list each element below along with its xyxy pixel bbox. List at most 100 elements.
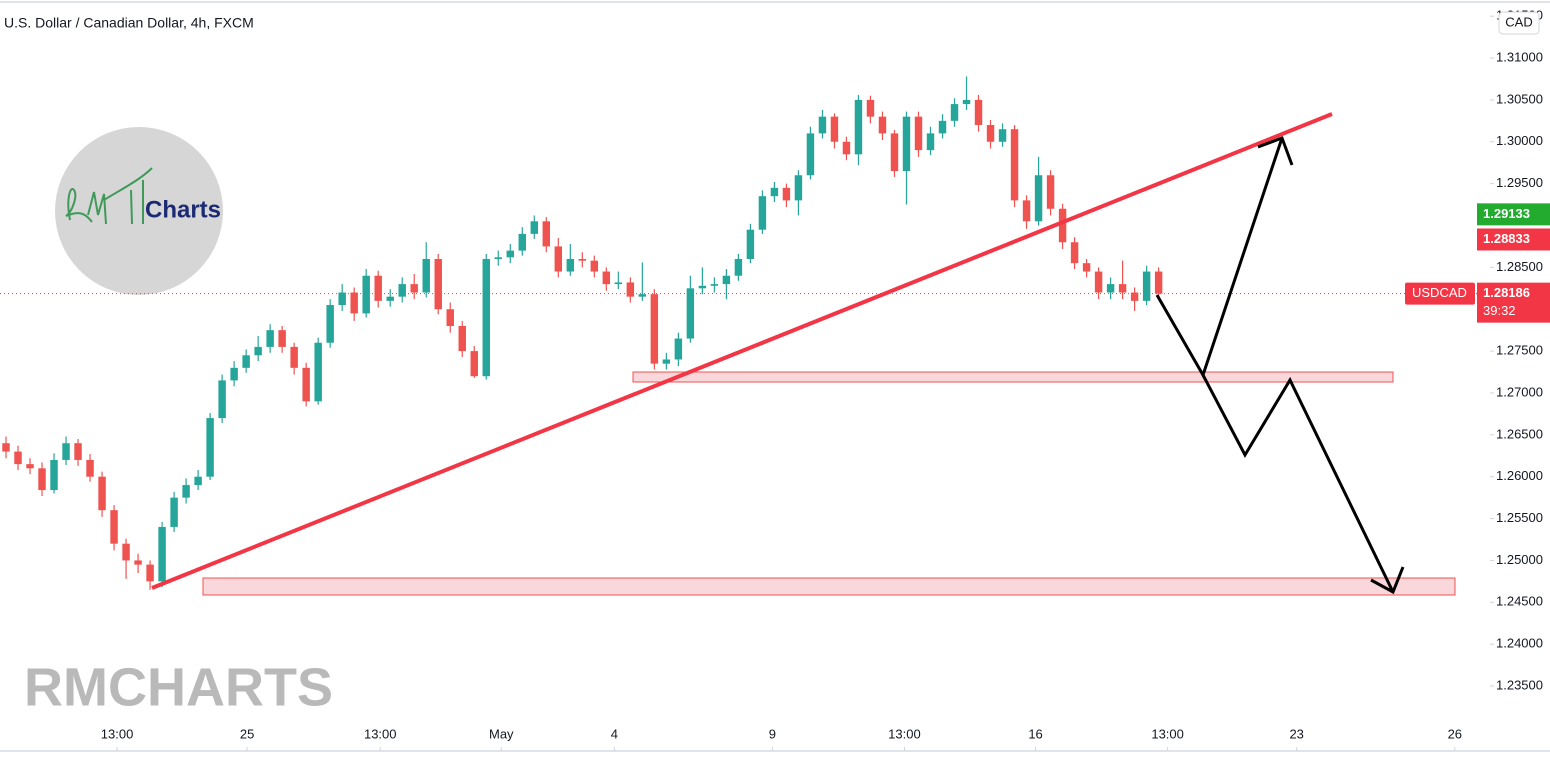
candle-body <box>950 104 959 121</box>
currency-box-bg <box>1498 11 1540 35</box>
x-tick-label: 26 <box>1448 726 1462 741</box>
candle-body <box>566 258 575 272</box>
candle-body <box>122 543 130 561</box>
x-tick-label: 4 <box>611 726 618 741</box>
currency-label: CAD <box>1505 14 1532 29</box>
candle-body <box>770 187 779 197</box>
candle-body <box>266 330 274 347</box>
drawings <box>151 112 1456 596</box>
x-tick-label: 25 <box>240 726 254 741</box>
candle-body <box>1022 200 1031 222</box>
candle-body <box>194 476 202 486</box>
candle-body <box>290 346 298 368</box>
candle-body <box>842 141 851 155</box>
logo-circle <box>55 127 223 295</box>
candle-body <box>134 560 142 565</box>
candle-body <box>1010 129 1019 201</box>
candle-body <box>182 485 190 498</box>
x-tick-label: 13:00 <box>101 726 134 741</box>
currency-box: CAD <box>1498 11 1540 35</box>
candle-body <box>962 99 971 105</box>
candle-body <box>254 346 262 356</box>
candle-body <box>302 367 310 402</box>
y-tick-label: 1.31000 <box>1496 49 1543 64</box>
candle-body <box>590 260 599 272</box>
candle-body <box>1142 271 1151 301</box>
candle-body <box>650 294 659 364</box>
y-tick-label: 1.24500 <box>1496 594 1543 609</box>
candle-body <box>278 330 286 347</box>
candle-body <box>218 380 226 419</box>
arrowhead <box>1257 136 1294 166</box>
candle-body <box>398 284 406 297</box>
symbol-tag <box>1405 282 1475 305</box>
logo: Charts <box>55 127 223 295</box>
candle-body <box>806 133 815 176</box>
price-tag-label: 1.29133 <box>1483 206 1530 221</box>
x-tick-label: 16 <box>1028 726 1042 741</box>
x-tick-label: 23 <box>1289 726 1303 741</box>
arrowhead <box>1370 566 1405 595</box>
candle-body <box>422 258 430 293</box>
candle-body <box>230 367 238 381</box>
candle-body <box>62 443 70 460</box>
candle-body <box>146 564 154 582</box>
current-price-tag <box>1477 282 1550 323</box>
candle-body <box>386 296 394 301</box>
support-zone <box>632 371 1394 383</box>
candle-body <box>554 246 563 272</box>
candle-body <box>626 282 635 297</box>
candle-body <box>338 292 346 306</box>
candle-body <box>686 288 695 339</box>
candle-body <box>998 129 1007 142</box>
candle-body <box>914 116 923 151</box>
candle-body <box>758 196 767 230</box>
y-tick-label: 1.26500 <box>1496 426 1543 441</box>
candle-body <box>1034 175 1043 222</box>
candle-body <box>206 418 214 477</box>
candle-body <box>110 510 118 544</box>
candle-body <box>374 275 382 301</box>
candle-body <box>2 443 10 452</box>
candle-body <box>902 116 911 172</box>
logo-signature <box>65 167 153 225</box>
candle-body <box>326 305 334 343</box>
candle-body <box>482 258 490 377</box>
candle-body <box>1154 271 1163 294</box>
y-tick-label: 1.30000 <box>1496 133 1543 148</box>
candle-body <box>734 258 743 276</box>
candle-body <box>974 99 983 126</box>
price-tag <box>1477 203 1550 226</box>
candle-body <box>350 292 358 314</box>
candle-body <box>1058 208 1067 243</box>
candle-body <box>74 443 82 460</box>
candle-body <box>542 221 551 247</box>
candle-body <box>830 116 839 142</box>
candle-body <box>458 325 466 352</box>
candle-body <box>890 133 899 172</box>
candle-body <box>614 282 623 285</box>
price-tag-label: 1.28833 <box>1483 231 1530 246</box>
symbol-tag-label: USDCAD <box>1412 285 1467 300</box>
candle-body <box>818 116 827 134</box>
candle-body <box>1130 292 1139 301</box>
candle-body <box>530 221 539 234</box>
candle-body <box>698 285 707 289</box>
candle-body <box>26 464 34 469</box>
candle-body <box>518 233 527 251</box>
candle-body <box>578 258 587 261</box>
candle-body <box>1070 242 1079 264</box>
candle-body <box>362 275 370 314</box>
candle-body <box>722 275 731 285</box>
candle-body <box>1106 284 1115 293</box>
y-tick-label: 1.25500 <box>1496 510 1543 525</box>
candle-body <box>938 120 947 134</box>
y-tick-label: 1.24000 <box>1496 636 1543 651</box>
candle-body <box>662 359 671 364</box>
candle-body <box>1046 175 1055 209</box>
y-tick-label: 1.23500 <box>1496 677 1543 692</box>
candle-body <box>674 338 683 360</box>
candle-body <box>158 526 166 582</box>
